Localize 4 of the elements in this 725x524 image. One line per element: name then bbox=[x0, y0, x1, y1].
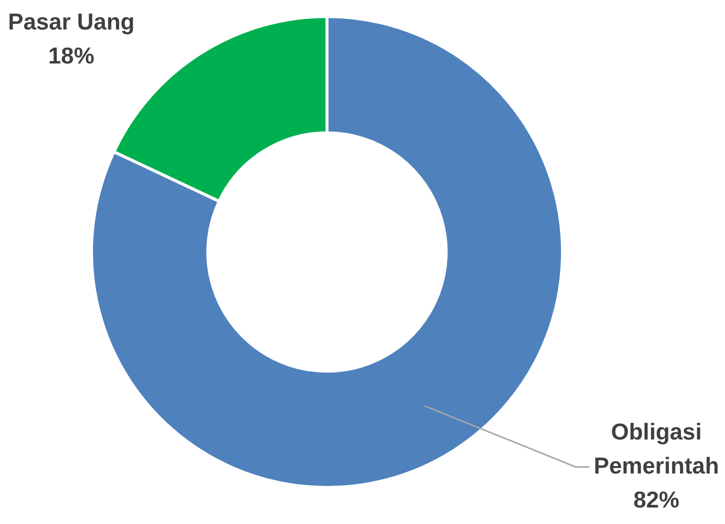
slice-label: Obligasi Pemerintah bbox=[594, 418, 719, 478]
slice-label: Pasar Uang bbox=[8, 8, 135, 34]
data-label: 82% bbox=[633, 486, 680, 512]
data-label: 18% bbox=[48, 42, 94, 68]
